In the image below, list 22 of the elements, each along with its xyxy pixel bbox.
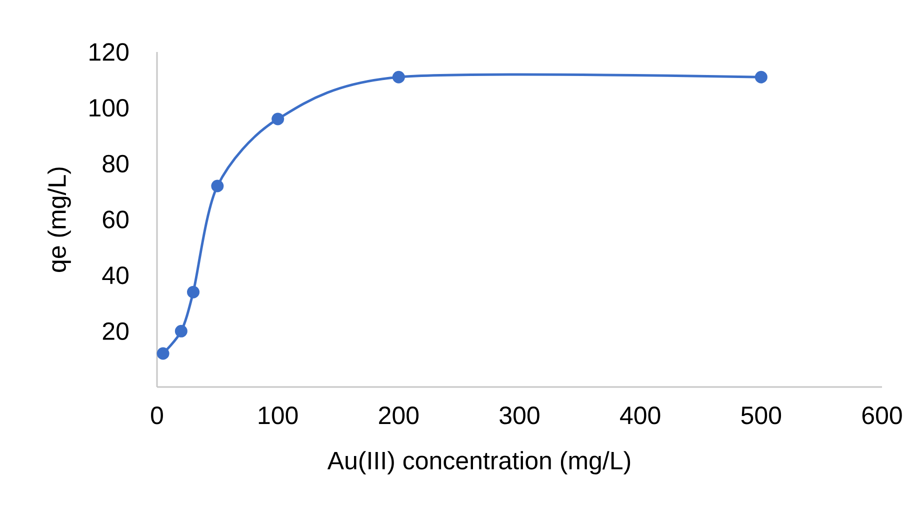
y-axis-title: qe (mg/L) [48, 168, 71, 272]
x-tick-label: 600 [862, 406, 902, 424]
point [754, 70, 768, 84]
y-tick-label: 120 [90, 43, 128, 61]
point [187, 286, 200, 298]
x-axis-title: Au(III) concentration (mg/L) [327, 451, 630, 474]
x-tick-label: 500 [741, 406, 782, 424]
y-tick-label: 20 [102, 322, 128, 340]
y-tick-label: 80 [102, 154, 128, 173]
y-tick-label: 100 [90, 98, 128, 117]
x-tick-label: 100 [258, 406, 298, 424]
x-tick-label: 400 [620, 406, 660, 424]
x-tick-label: 300 [500, 406, 540, 424]
x-tick-label: 200 [379, 406, 419, 424]
point [272, 112, 284, 126]
y-tick-label: 60 [102, 210, 128, 228]
point [174, 324, 188, 338]
x-tick-label: 0 [151, 406, 163, 424]
point [392, 70, 405, 84]
point [156, 347, 170, 360]
y-tick-label: 40 [102, 266, 128, 284]
point [211, 180, 224, 192]
